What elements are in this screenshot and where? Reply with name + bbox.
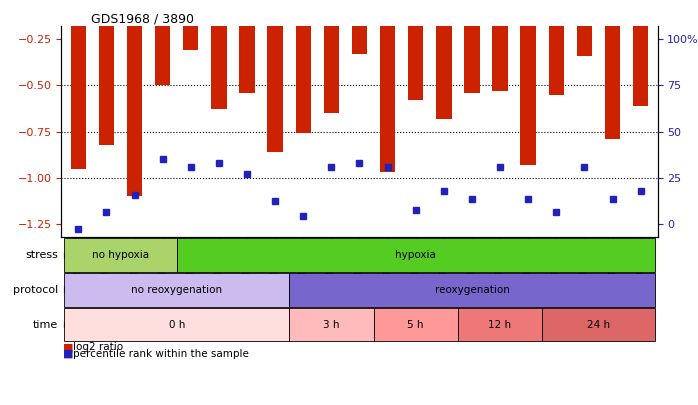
Text: 5 h: 5 h: [408, 320, 424, 330]
Text: GDS1968 / 3890: GDS1968 / 3890: [91, 12, 194, 25]
Bar: [577, 0, 592, 56]
Bar: [324, 0, 339, 113]
Bar: [604, 0, 621, 139]
Text: reoxygenation: reoxygenation: [434, 285, 510, 295]
Bar: [127, 0, 142, 196]
Text: stress: stress: [25, 250, 58, 260]
Bar: [464, 0, 480, 93]
Text: log2 ratio: log2 ratio: [73, 343, 124, 352]
Bar: [492, 0, 507, 91]
Text: no reoxygenation: no reoxygenation: [131, 285, 222, 295]
Bar: [295, 0, 311, 134]
Text: 3 h: 3 h: [323, 320, 340, 330]
Bar: [155, 0, 170, 85]
Text: time: time: [33, 320, 58, 330]
Text: ■: ■: [63, 343, 73, 352]
Text: ■: ■: [63, 349, 73, 358]
Bar: [549, 0, 564, 95]
Text: 0 h: 0 h: [168, 320, 185, 330]
Text: ▶: ▶: [61, 250, 71, 260]
Bar: [380, 0, 395, 172]
Text: 12 h: 12 h: [489, 320, 512, 330]
Text: ▶: ▶: [61, 320, 71, 329]
Bar: [267, 0, 283, 152]
Bar: [98, 0, 114, 145]
Bar: [70, 0, 86, 168]
Bar: [408, 0, 424, 100]
Bar: [436, 0, 452, 119]
Text: ▶: ▶: [61, 285, 71, 294]
Bar: [521, 0, 536, 165]
Bar: [183, 0, 198, 50]
Text: no hypoxia: no hypoxia: [92, 250, 149, 260]
Bar: [633, 0, 648, 106]
Text: hypoxia: hypoxia: [395, 250, 436, 260]
Text: percentile rank within the sample: percentile rank within the sample: [73, 349, 249, 358]
Text: 24 h: 24 h: [587, 320, 610, 330]
Text: protocol: protocol: [13, 285, 58, 295]
Bar: [211, 0, 227, 109]
Bar: [352, 0, 367, 54]
Bar: [239, 0, 255, 93]
